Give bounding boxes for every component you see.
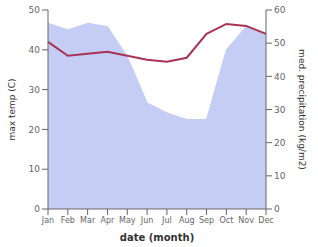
svg-text:Dec: Dec [258,216,273,225]
svg-text:Sep: Sep [199,216,214,225]
svg-text:20: 20 [274,138,286,148]
svg-text:Apr: Apr [101,216,116,225]
svg-text:date (month): date (month) [120,232,194,243]
svg-text:20: 20 [29,125,41,135]
svg-text:med. precipitation (kg/m2): med. precipitation (kg/m2) [297,49,307,170]
svg-text:50: 50 [274,38,286,48]
svg-text:40: 40 [29,45,41,55]
svg-text:30: 30 [274,105,286,115]
svg-text:0: 0 [34,204,40,214]
svg-text:Nov: Nov [238,216,254,225]
svg-text:40: 40 [274,72,286,82]
svg-text:10: 10 [274,171,286,181]
svg-text:30: 30 [29,85,41,95]
svg-text:Feb: Feb [61,216,75,225]
svg-text:50: 50 [29,5,41,15]
svg-text:Jan: Jan [41,216,54,225]
svg-text:60: 60 [274,5,286,15]
svg-text:Aug: Aug [179,216,195,225]
svg-text:Oct: Oct [219,216,233,225]
svg-text:Jul: Jul [161,216,172,225]
svg-text:Mar: Mar [80,216,96,225]
svg-text:10: 10 [29,164,41,174]
svg-text:0: 0 [274,204,280,214]
svg-text:max temp (C): max temp (C) [8,78,17,140]
svg-text:Jun: Jun [140,216,154,225]
svg-text:May: May [119,216,136,225]
